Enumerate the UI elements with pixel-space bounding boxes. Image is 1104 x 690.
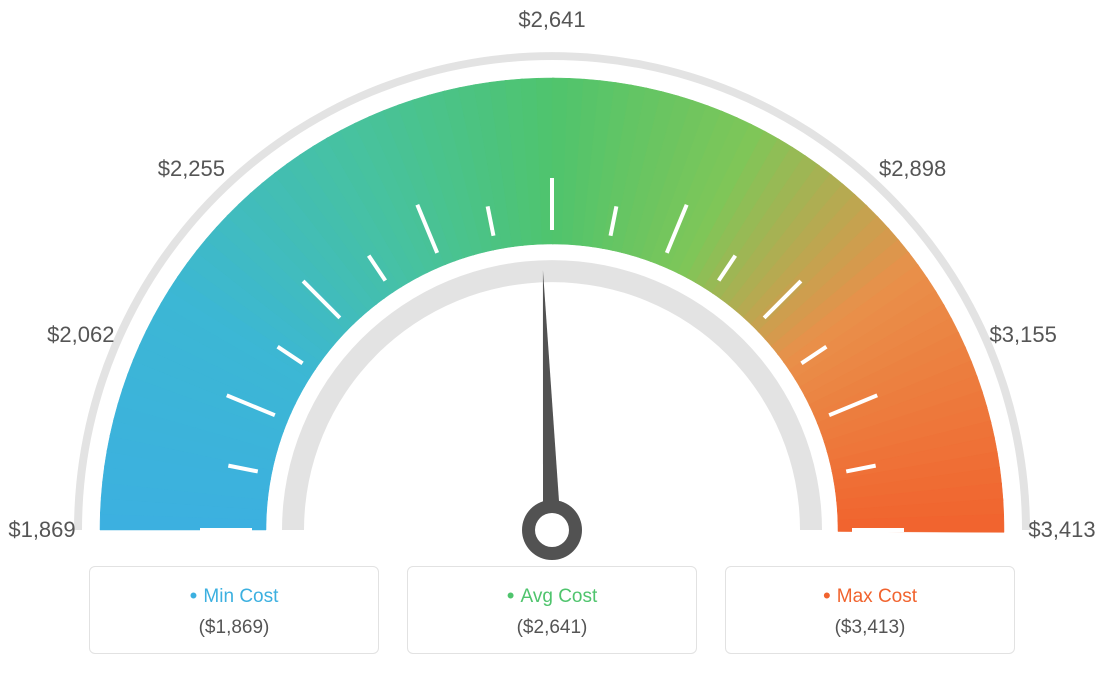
- gauge-svg: [0, 0, 1104, 560]
- gauge-tick-label: $3,413: [1028, 517, 1095, 543]
- legend-card-avg: Avg Cost ($2,641): [407, 566, 697, 654]
- gauge-tick-label: $2,898: [879, 156, 946, 182]
- gauge-tick-label: $2,641: [518, 7, 585, 33]
- legend-title-avg: Avg Cost: [418, 583, 686, 609]
- legend-value-max: ($3,413): [736, 617, 1004, 639]
- legend-title-max: Max Cost: [736, 583, 1004, 609]
- gauge-tick-label: $2,255: [158, 156, 225, 182]
- legend-card-min: Min Cost ($1,869): [89, 566, 379, 654]
- legend-value-avg: ($2,641): [418, 617, 686, 639]
- legend-row: Min Cost ($1,869) Avg Cost ($2,641) Max …: [0, 566, 1104, 654]
- gauge-tick-label: $2,062: [47, 322, 114, 348]
- legend-card-max: Max Cost ($3,413): [725, 566, 1015, 654]
- gauge-tick-label: $1,869: [8, 517, 75, 543]
- legend-title-min: Min Cost: [100, 583, 368, 609]
- legend-value-min: ($1,869): [100, 617, 368, 639]
- gauge-chart: $1,869 $2,062 $2,255 $2,641 $2,898 $3,155 $3,4…: [0, 0, 1104, 560]
- gauge-tick-label: $3,155: [990, 322, 1057, 348]
